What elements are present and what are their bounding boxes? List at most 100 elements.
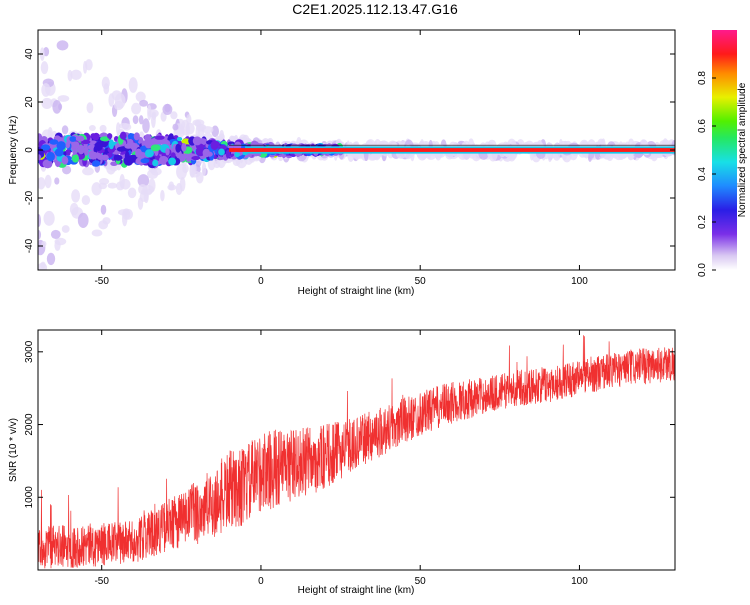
y-tick-label: 40 — [24, 48, 35, 60]
y-tick-label: 2000 — [24, 413, 35, 436]
figure-title: C2E1.2025.112.13.47.G16 — [292, 1, 458, 17]
heatmap-cell — [147, 109, 159, 118]
heatmap-cell — [75, 135, 85, 142]
colorbar-tick-label: 0.0 — [697, 263, 708, 277]
heatmap-cell — [192, 119, 205, 127]
snr-axes-frame — [37, 329, 676, 571]
heatmap-cell — [201, 126, 214, 134]
colorbar-tick-label: 0.2 — [697, 215, 708, 229]
heatmap-cell — [168, 157, 177, 166]
heatmap-cell — [154, 135, 165, 140]
heatmap-cell — [92, 160, 101, 167]
heatmap-cell — [191, 156, 201, 161]
heatmap-cell — [71, 189, 81, 203]
heatmap-cell — [176, 136, 183, 142]
heatmap-cell — [62, 165, 72, 175]
heatmap-cell — [144, 149, 154, 158]
heatmap-cell — [150, 144, 161, 152]
heatmap-cell — [65, 149, 71, 157]
heatmap-cell — [124, 143, 133, 149]
spectrogram-xlabel: Height of straight line (km) — [298, 286, 415, 297]
heatmap-cell — [86, 102, 94, 114]
heatmap-cell — [211, 125, 219, 138]
heatmap-cell — [170, 111, 178, 120]
heatmap-cell — [38, 177, 46, 190]
heatmap-cell — [38, 229, 42, 240]
x-tick-label: -50 — [94, 576, 109, 587]
colorbar-gradient — [712, 30, 737, 270]
heatmap-cell — [131, 142, 137, 151]
heatmap-cell — [83, 147, 89, 156]
colorbar: 0.0 0.2 0.4 0.6 0.8 Normalized spectral ampl… — [697, 30, 748, 277]
heatmap-cell — [82, 167, 94, 176]
x-tick-label: 50 — [415, 276, 427, 287]
heatmap-cell — [196, 171, 204, 184]
heatmap-cell — [40, 61, 49, 75]
colorbar-label: Normalized spectral amplitude — [737, 82, 748, 217]
heatmap-cell — [94, 141, 103, 151]
heatmap-cell — [88, 151, 99, 160]
heatmap-cell — [57, 95, 70, 102]
heatmap-cell — [148, 178, 156, 193]
heatmap-cell — [175, 143, 181, 153]
heatmap-cell — [202, 148, 211, 158]
heatmap-cell — [70, 69, 82, 80]
heatmap-cell — [113, 154, 123, 161]
heatmap-cell — [99, 124, 107, 133]
colorbar-tick-label: 0.8 — [697, 71, 708, 85]
heatmap-cell — [168, 181, 175, 191]
heatmap-cell — [152, 159, 159, 167]
heatmap-cell — [131, 102, 142, 115]
colorbar-tick-label: 0.4 — [697, 167, 708, 181]
heatmap-cell — [41, 97, 53, 109]
heatmap-cell — [181, 143, 187, 152]
heatmap-cell — [82, 60, 88, 74]
heatmap-cell — [201, 161, 207, 177]
x-tick-label: 50 — [415, 576, 427, 587]
spectrogram-heatmap — [38, 40, 675, 270]
x-tick-label: 0 — [258, 576, 264, 587]
colorbar-tick-label: 0.6 — [697, 119, 708, 133]
heatmap-cell — [179, 176, 186, 192]
heatmap-cell — [96, 154, 105, 161]
heatmap-cell — [211, 140, 220, 148]
heatmap-cell — [101, 76, 110, 90]
heatmap-cell — [117, 209, 130, 216]
heatmap-cell — [135, 148, 142, 158]
heatmap-cell — [77, 212, 89, 229]
heatmap-cell — [227, 144, 235, 149]
heatmap-cell — [61, 125, 69, 135]
heatmap-cell — [38, 154, 42, 161]
heatmap-cell — [142, 118, 150, 134]
heatmap-cell — [54, 148, 64, 157]
heatmap-cell — [116, 122, 121, 136]
snr-ticks: -50 0 50 100 1000 2000 3000 — [24, 330, 675, 587]
heatmap-cell — [54, 240, 61, 252]
heatmap-cell — [118, 122, 130, 129]
heatmap-cell — [92, 134, 100, 141]
spectrogram-ylabel: Frequency (Hz) — [8, 116, 19, 185]
heatmap-cell — [43, 210, 55, 226]
heatmap-cell — [140, 158, 150, 164]
heatmap-cell — [102, 217, 111, 225]
heatmap-cell — [40, 261, 46, 269]
heatmap-cell — [71, 154, 80, 163]
heatmap-cell — [158, 155, 169, 165]
heatmap-cell — [234, 151, 240, 158]
heatmap-cell — [61, 156, 69, 165]
heatmap-cell — [185, 122, 195, 135]
heatmap-cell — [114, 93, 126, 109]
heatmap-cell — [50, 229, 61, 239]
heatmap-cell — [132, 115, 139, 125]
heatmap-cell — [120, 179, 131, 190]
heatmap-cell — [100, 204, 107, 215]
heatmap-cell — [108, 93, 115, 107]
snr-series-line — [38, 335, 675, 569]
heatmap-cell — [186, 114, 192, 125]
heatmap-cell — [41, 144, 51, 151]
x-tick-label: 100 — [571, 276, 588, 287]
heatmap-cell — [128, 77, 138, 93]
heatmap-cell — [81, 195, 91, 206]
